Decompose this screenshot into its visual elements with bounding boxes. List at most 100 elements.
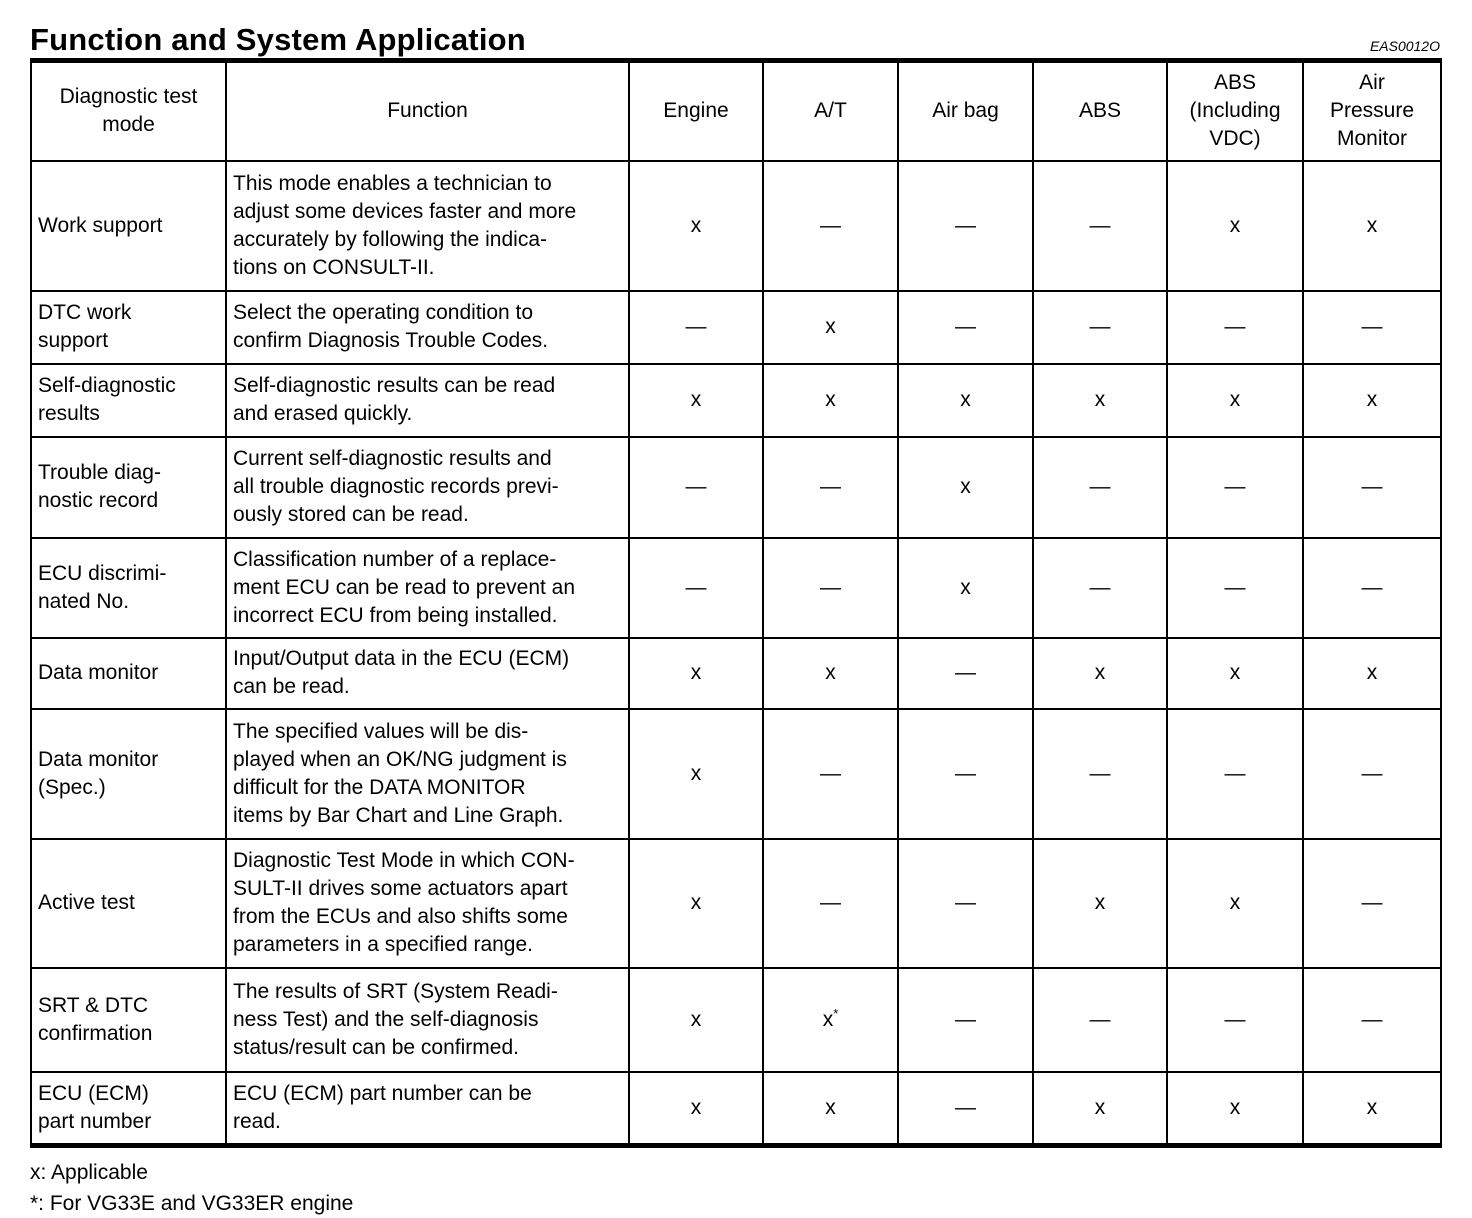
- table-row: Active test Diagnostic Test Mode in which…: [30, 837, 1442, 969]
- applicability-mark: x*: [762, 966, 899, 1073]
- function-description-cell: Select the operating condition to confir…: [225, 289, 630, 365]
- applicability-mark: —: [1302, 837, 1442, 969]
- table-row: ECU discrimi- nated No. Classification nu…: [30, 536, 1442, 639]
- applicability-mark: —: [762, 536, 899, 639]
- applicability-mark: —: [1032, 159, 1168, 292]
- applicability-mark: x: [1166, 636, 1304, 710]
- column-header: Function: [225, 59, 630, 162]
- diagnostic-mode-cell: ECU discrimi- nated No.: [30, 536, 227, 639]
- table-row: Work support This mode enables a technici…: [30, 159, 1442, 292]
- column-header: Air Pressure Monitor: [1302, 59, 1442, 162]
- applicability-mark: x: [897, 362, 1034, 438]
- applicability-mark: x: [1032, 362, 1168, 438]
- applicability-mark: —: [897, 1070, 1034, 1147]
- table-row: Data monitor Input/Output data in the ECU…: [30, 636, 1442, 710]
- applicability-mark: x: [1166, 837, 1304, 969]
- applicability-mark: x: [628, 1070, 764, 1147]
- column-header: Air bag: [897, 59, 1034, 162]
- applicability-mark: —: [762, 707, 899, 840]
- column-header: A/T: [762, 59, 899, 162]
- applicability-mark: —: [1032, 435, 1168, 539]
- applicability-mark: —: [1166, 536, 1304, 639]
- applicability-mark: —: [897, 707, 1034, 840]
- applicability-mark: x: [628, 707, 764, 840]
- function-description-cell: This mode enables a technician to adjust…: [225, 159, 630, 292]
- applicability-mark: —: [1032, 707, 1168, 840]
- function-system-table: Diagnostic test mode Function Engine A/T Air…: [30, 58, 1442, 1148]
- applicability-mark: x: [1302, 636, 1442, 710]
- applicability-mark: —: [628, 435, 764, 539]
- applicability-mark: —: [762, 159, 899, 292]
- applicability-mark: —: [897, 966, 1034, 1073]
- diagnostic-mode-cell: Active test: [30, 837, 227, 969]
- applicability-mark: x: [1302, 362, 1442, 438]
- applicability-mark: x: [1166, 362, 1304, 438]
- page-title: Function and System Application: [30, 22, 526, 57]
- applicability-mark: x: [1166, 1070, 1304, 1147]
- diagnostic-mode-cell: SRT & DTC confirmation: [30, 966, 227, 1073]
- column-header: ABS: [1032, 59, 1168, 162]
- applicability-mark: —: [897, 636, 1034, 710]
- applicability-mark: —: [1166, 435, 1304, 539]
- table-row: DTC work support Select the operating con…: [30, 289, 1442, 365]
- column-header: ABS (Including VDC): [1166, 59, 1304, 162]
- applicability-mark: x: [628, 362, 764, 438]
- applicability-mark: —: [897, 159, 1034, 292]
- applicability-mark: —: [628, 289, 764, 365]
- diagnostic-mode-cell: DTC work support: [30, 289, 227, 365]
- applicability-mark: x: [897, 536, 1034, 639]
- function-description-cell: The results of SRT (System Readi- ness T…: [225, 966, 630, 1073]
- applicability-mark: —: [897, 837, 1034, 969]
- applicability-mark: —: [1032, 289, 1168, 365]
- applicability-mark: x: [762, 289, 899, 365]
- applicability-mark: x: [1032, 636, 1168, 710]
- footnotes: x: Applicable *: For VG33E and VG33ER en…: [30, 1157, 1440, 1218]
- function-description-cell: Self-diagnostic results can be read and …: [225, 362, 630, 438]
- footnote-asterisk: *: For VG33E and VG33ER engine: [30, 1192, 354, 1215]
- function-description-cell: Diagnostic Test Mode in which CON- SULT-…: [225, 837, 630, 969]
- function-description-cell: The specified values will be dis- played…: [225, 707, 630, 840]
- function-description-cell: Current self-diagnostic results and all …: [225, 435, 630, 539]
- applicability-mark: —: [1302, 966, 1442, 1073]
- applicability-mark: x: [1166, 159, 1304, 292]
- applicability-mark: —: [1032, 966, 1168, 1073]
- diagnostic-mode-cell: Work support: [30, 159, 227, 292]
- table-row: SRT & DTC confirmation The results of SRT…: [30, 966, 1442, 1073]
- applicability-mark: —: [1166, 289, 1304, 365]
- applicability-mark: —: [1032, 536, 1168, 639]
- applicability-mark: —: [1166, 966, 1304, 1073]
- function-description-cell: Input/Output data in the ECU (ECM) can b…: [225, 636, 630, 710]
- applicability-mark: x: [1032, 1070, 1168, 1147]
- applicability-mark: —: [1302, 435, 1442, 539]
- applicability-mark: x: [762, 636, 899, 710]
- applicability-mark: —: [762, 435, 899, 539]
- column-header: Diagnostic test mode: [30, 59, 227, 162]
- footnote-applicable: x: Applicable: [30, 1161, 148, 1184]
- doc-code: EAS0012O: [1369, 38, 1440, 54]
- applicability-mark: —: [1302, 536, 1442, 639]
- applicability-mark: x: [628, 837, 764, 969]
- applicability-mark: x: [762, 362, 899, 438]
- applicability-mark: —: [1166, 707, 1304, 840]
- table-row: Data monitor (Spec.) The specified values…: [30, 707, 1442, 840]
- applicability-mark: —: [897, 289, 1034, 365]
- diagnostic-mode-cell: Trouble diag- nostic record: [30, 435, 227, 539]
- applicability-mark: x: [628, 636, 764, 710]
- function-description-cell: ECU (ECM) part number can be read.: [225, 1070, 630, 1147]
- diagnostic-mode-cell: ECU (ECM) part number: [30, 1070, 227, 1147]
- page-header: Function and System Application EAS0012O: [30, 0, 1440, 58]
- diagnostic-mode-cell: Data monitor: [30, 636, 227, 710]
- table-row: ECU (ECM) part number ECU (ECM) part numb…: [30, 1070, 1442, 1147]
- function-description-cell: Classification number of a replace- ment…: [225, 536, 630, 639]
- applicability-mark: —: [762, 837, 899, 969]
- table-header-row: Diagnostic test mode Function Engine A/T Air…: [30, 59, 1442, 162]
- asterisk-footnote-marker: *: [833, 1005, 839, 1021]
- column-header: Engine: [628, 59, 764, 162]
- applicability-mark: x: [897, 435, 1034, 539]
- diagnostic-mode-cell: Self-diagnostic results: [30, 362, 227, 438]
- applicability-mark: x: [762, 1070, 899, 1147]
- table-body: Work support This mode enables a technici…: [30, 159, 1442, 1147]
- applicability-mark: —: [1302, 707, 1442, 840]
- applicability-mark: —: [1302, 289, 1442, 365]
